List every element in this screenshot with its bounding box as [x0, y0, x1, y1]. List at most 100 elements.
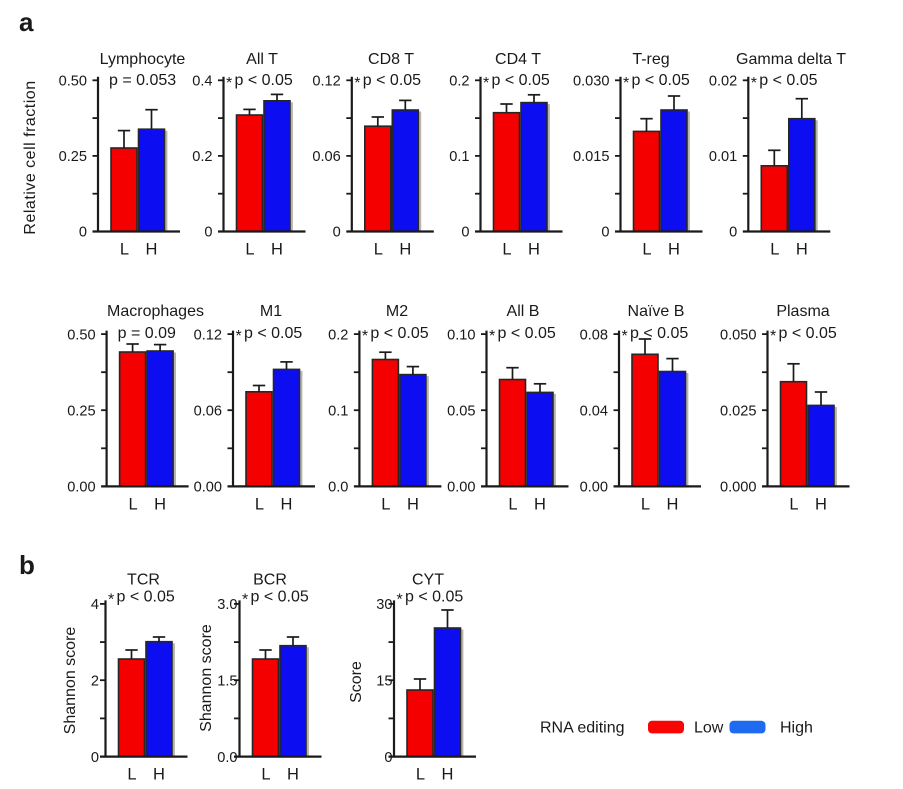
svg-text:0.06: 0.06 [312, 149, 340, 165]
svg-text:H: H [154, 496, 166, 514]
svg-text:p < 0.05: p < 0.05 [779, 325, 837, 342]
svg-text:0: 0 [461, 225, 469, 241]
svg-text:0.50: 0.50 [59, 74, 87, 90]
svg-text:0.4: 0.4 [192, 74, 212, 90]
svg-text:Relative cell fraction: Relative cell fraction [22, 80, 39, 234]
svg-text:*: * [354, 75, 360, 92]
svg-text:p < 0.05: p < 0.05 [370, 325, 428, 342]
svg-text:0.50: 0.50 [67, 327, 95, 343]
svg-text:M1: M1 [260, 303, 282, 320]
svg-text:0: 0 [333, 225, 341, 241]
svg-text:All B: All B [507, 303, 540, 320]
svg-text:L: L [255, 496, 264, 514]
svg-text:T-reg: T-reg [632, 51, 669, 68]
svg-text:H: H [407, 496, 419, 514]
svg-text:p < 0.05: p < 0.05 [251, 588, 309, 605]
svg-text:0.12: 0.12 [194, 327, 222, 343]
svg-text:0.01: 0.01 [709, 149, 737, 165]
svg-text:p < 0.05: p < 0.05 [759, 72, 817, 89]
svg-text:p = 0.09: p = 0.09 [118, 325, 176, 342]
svg-text:*: * [483, 75, 489, 92]
svg-text:L: L [789, 496, 798, 514]
svg-text:0.00: 0.00 [580, 480, 608, 496]
svg-text:H: H [528, 240, 540, 258]
svg-text:H: H [667, 496, 679, 514]
svg-text:H: H [442, 766, 454, 784]
svg-text:Shannon score: Shannon score [198, 624, 215, 732]
svg-text:Naïve B: Naïve B [628, 303, 685, 320]
svg-text:0.25: 0.25 [59, 149, 87, 165]
svg-text:L: L [127, 766, 136, 784]
svg-text:Shannon score: Shannon score [62, 627, 79, 735]
svg-text:All T: All T [246, 51, 278, 68]
svg-text:*: * [236, 328, 242, 345]
svg-text:0: 0 [601, 225, 609, 241]
svg-text:1.5: 1.5 [217, 674, 237, 690]
svg-text:0.05: 0.05 [447, 403, 475, 419]
svg-text:CD8 T: CD8 T [368, 51, 414, 68]
svg-text:a: a [19, 7, 34, 37]
svg-text:15: 15 [376, 674, 392, 690]
svg-text:BCR: BCR [253, 572, 287, 589]
svg-text:RNA editing: RNA editing [540, 719, 625, 736]
svg-text:L: L [120, 240, 129, 258]
svg-text:0.0: 0.0 [217, 750, 237, 766]
svg-text:0.2: 0.2 [192, 149, 212, 165]
svg-text:2: 2 [91, 674, 99, 690]
svg-text:p < 0.05: p < 0.05 [498, 325, 556, 342]
svg-text:0.12: 0.12 [312, 74, 340, 90]
svg-text:p < 0.05: p < 0.05 [405, 588, 463, 605]
svg-text:p < 0.05: p < 0.05 [244, 325, 302, 342]
svg-text:L: L [770, 240, 779, 258]
svg-text:4: 4 [91, 597, 99, 613]
svg-text:H: H [796, 240, 808, 258]
svg-text:L: L [502, 240, 511, 258]
svg-text:0.1: 0.1 [328, 403, 348, 419]
svg-text:0: 0 [91, 750, 99, 766]
svg-text:0.2: 0.2 [328, 327, 348, 343]
svg-text:*: * [397, 591, 403, 608]
svg-text:H: H [271, 240, 283, 258]
svg-text:0.1: 0.1 [449, 149, 469, 165]
svg-text:L: L [245, 240, 254, 258]
svg-text:p < 0.05: p < 0.05 [492, 72, 550, 89]
svg-text:H: H [399, 240, 411, 258]
svg-text:0.2: 0.2 [449, 74, 469, 90]
svg-text:Macrophages: Macrophages [107, 303, 204, 320]
svg-text:0.02: 0.02 [709, 74, 737, 90]
svg-text:*: * [242, 591, 248, 608]
svg-text:0.025: 0.025 [720, 403, 757, 419]
svg-text:0.000: 0.000 [720, 480, 757, 496]
svg-text:Gamma delta T: Gamma delta T [736, 51, 846, 68]
svg-text:p = 0.053: p = 0.053 [109, 72, 176, 89]
svg-text:*: * [226, 75, 232, 92]
svg-text:M2: M2 [386, 303, 408, 320]
svg-text:0: 0 [204, 225, 212, 241]
svg-text:CD4 T: CD4 T [495, 51, 541, 68]
svg-text:Low: Low [694, 719, 724, 736]
svg-text:L: L [381, 496, 390, 514]
svg-text:*: * [362, 328, 368, 345]
svg-text:L: L [129, 496, 138, 514]
svg-text:H: H [287, 766, 299, 784]
svg-text:Score: Score [348, 661, 365, 703]
svg-text:CYT: CYT [412, 572, 444, 589]
svg-text:0.015: 0.015 [573, 149, 610, 165]
svg-text:*: * [489, 328, 495, 345]
svg-text:b: b [19, 550, 35, 580]
svg-text:0.0: 0.0 [328, 480, 348, 496]
svg-text:0: 0 [729, 225, 737, 241]
svg-text:0.050: 0.050 [720, 327, 757, 343]
svg-text:*: * [108, 591, 114, 608]
svg-text:L: L [261, 766, 270, 784]
svg-text:L: L [642, 240, 651, 258]
svg-text:0.04: 0.04 [580, 403, 608, 419]
svg-text:p < 0.05: p < 0.05 [235, 72, 293, 89]
svg-text:0: 0 [384, 750, 392, 766]
svg-text:Lymphocyte: Lymphocyte [100, 51, 186, 68]
svg-text:H: H [534, 496, 546, 514]
svg-text:*: * [770, 328, 776, 345]
svg-text:0.030: 0.030 [573, 74, 610, 90]
svg-text:*: * [622, 328, 628, 345]
svg-text:H: H [281, 496, 293, 514]
